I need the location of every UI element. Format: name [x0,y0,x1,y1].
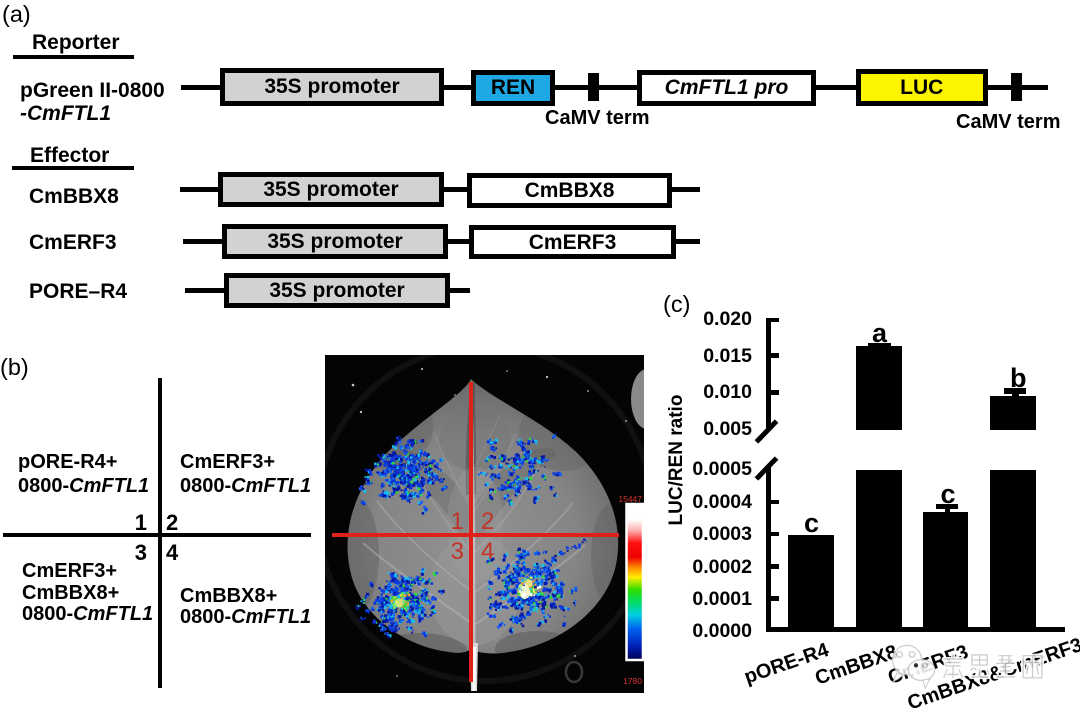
svg-text:1780: 1780 [623,676,642,686]
svg-text:2: 2 [481,508,494,535]
svg-text:3: 3 [451,538,464,565]
svg-text:4: 4 [481,538,494,565]
svg-text:1: 1 [451,508,464,535]
svg-text:15447: 15447 [618,494,642,504]
